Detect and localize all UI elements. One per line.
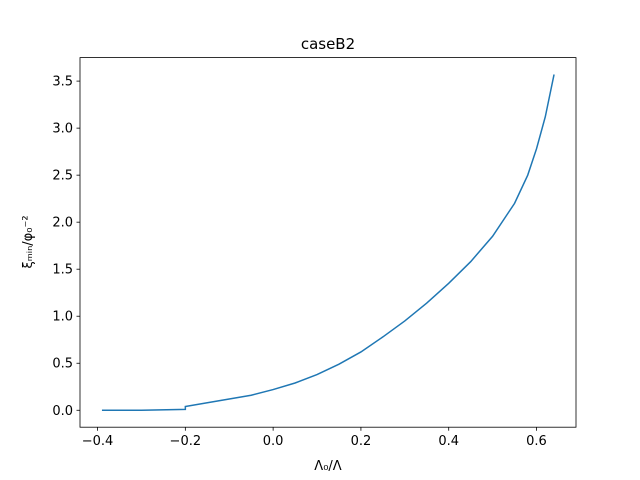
y-tick-label: 1.0 [52,310,73,325]
y-tick-label: 3.0 [52,122,73,137]
x-axis-label: Λ₀/Λ [314,459,341,474]
y-tick-label: 2.0 [52,216,73,231]
y-tick-label: 1.5 [52,263,73,278]
x-tick-label: 0.0 [263,434,284,449]
y-axis-label: ξₘᵢₙ/φ₀⁻² [21,215,36,268]
x-tick-label: −0.4 [82,434,114,449]
x-tick-label: 0.6 [526,434,547,449]
y-tick-label: 2.5 [52,169,73,184]
y-tick-label: 0.5 [52,357,73,372]
x-tick-label: 0.2 [351,434,372,449]
data-line [101,74,555,412]
x-tick-label: 0.4 [438,434,459,449]
y-tick-label: 0.0 [52,404,73,419]
x-tick-label: −0.2 [170,434,202,449]
plot-frame [79,57,577,428]
y-tick-label: 3.5 [52,75,73,90]
chart-title: caseB2 [301,35,355,53]
